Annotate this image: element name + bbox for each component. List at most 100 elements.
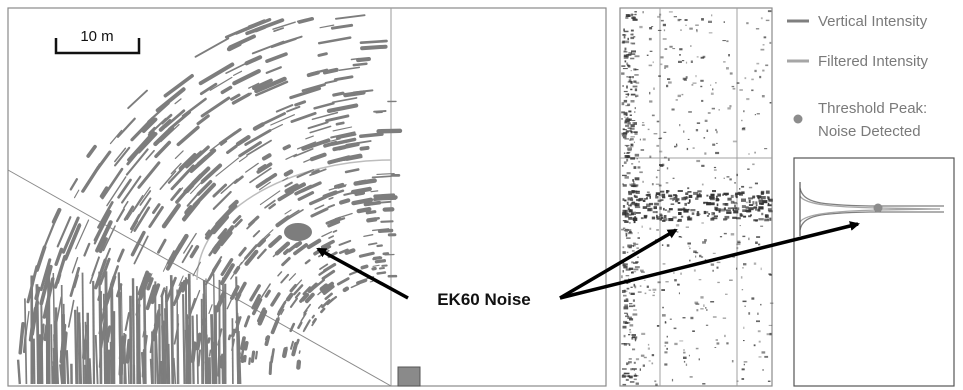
echo-streak: [313, 102, 335, 110]
echogram-speck: [725, 209, 731, 212]
echogram-speck: [731, 207, 738, 210]
echogram-speck: [632, 313, 638, 316]
echogram-speck: [715, 82, 717, 84]
echo-streak: [363, 234, 374, 238]
echogram-speck: [623, 265, 628, 269]
echo-streak: [115, 208, 126, 223]
echo-streak: [323, 262, 337, 273]
echo-streak: [264, 336, 267, 341]
echogram-speck: [629, 138, 634, 141]
echogram-speck: [716, 142, 718, 144]
echogram-speck: [633, 220, 636, 224]
echogram-speck: [623, 129, 627, 131]
echogram-speck: [626, 152, 630, 154]
echogram-speck: [626, 85, 628, 89]
echogram-speck: [662, 263, 666, 265]
echo-streak: [337, 146, 347, 151]
echogram-speck: [758, 356, 762, 358]
echogram-speck: [762, 200, 768, 204]
echogram-speck: [753, 219, 758, 222]
echogram-speck: [631, 183, 636, 185]
echogram-speck: [627, 375, 631, 378]
echogram-speck: [629, 303, 633, 305]
echogram-speck: [736, 217, 741, 220]
echogram-speck: [629, 331, 632, 334]
echo-streak: [317, 36, 352, 45]
echogram-speck: [621, 135, 627, 137]
echogram-speck: [715, 128, 717, 131]
echogram-speck: [661, 193, 666, 197]
echo-streak: [317, 303, 323, 309]
echogram-speck: [624, 40, 630, 44]
echogram-speck: [673, 327, 677, 330]
echogram-speck: [734, 182, 736, 184]
echogram-speck: [629, 305, 634, 308]
echo-streak: [372, 228, 390, 232]
echo-streak: [211, 256, 223, 272]
echogram-speck: [625, 130, 629, 133]
echogram-speck: [669, 197, 674, 200]
echogram-speck: [752, 163, 755, 166]
sonar-panel: 10 m: [7, 7, 607, 387]
echo-streak: [309, 68, 329, 75]
echo-streak: [334, 182, 345, 189]
echo-streak: [297, 16, 315, 24]
echogram-speck: [628, 110, 632, 113]
echo-streak: [259, 190, 281, 206]
echogram-speck: [745, 201, 748, 204]
echogram-speck: [628, 229, 632, 231]
echo-streak: [238, 141, 262, 158]
echogram-speck: [704, 119, 708, 122]
echogram-speck: [662, 314, 666, 317]
echogram-speck: [635, 190, 640, 194]
echogram-speck: [703, 304, 705, 307]
echo-streak: [209, 76, 233, 91]
echo-streak: [358, 251, 375, 258]
echo-streak: [277, 189, 294, 202]
echogram-speck: [723, 177, 725, 179]
seabed-return: [47, 274, 51, 385]
echogram-speck: [685, 363, 688, 366]
echo-streak: [199, 82, 218, 96]
echogram-speck: [756, 62, 760, 65]
echogram-speck: [682, 77, 687, 80]
echo-streak: [39, 258, 52, 292]
echogram-speck: [630, 57, 635, 60]
echo-streak: [162, 256, 171, 272]
scale-bar: 10 m: [54, 28, 141, 55]
echogram-speck: [623, 30, 629, 33]
echogram-speck: [629, 129, 633, 132]
echogram-speck: [718, 109, 720, 111]
echogram-speck: [743, 110, 745, 113]
echogram-speck: [753, 206, 758, 209]
echogram-speck: [632, 85, 638, 88]
echogram-speck: [711, 212, 715, 216]
echogram-speck: [751, 89, 754, 92]
echogram-speck: [732, 256, 735, 258]
echo-streak: [321, 231, 333, 238]
echo-streak: [294, 241, 303, 248]
echo-streak: [73, 189, 80, 199]
echogram-speck: [656, 211, 658, 214]
echogram-speck: [622, 368, 627, 370]
echogram-speck: [752, 195, 756, 198]
seabed-return: [88, 358, 92, 385]
echogram-speck: [688, 215, 690, 220]
echo-streak: [304, 292, 315, 304]
echogram-speck: [622, 205, 626, 208]
echogram-speck: [633, 184, 639, 187]
echogram-speck: [684, 19, 688, 21]
echo-streak: [331, 97, 358, 104]
echogram-speck: [631, 14, 635, 16]
echogram-speck: [657, 29, 662, 31]
echogram-speck: [703, 201, 709, 204]
echogram-speck: [642, 206, 648, 209]
echogram-speck: [622, 165, 624, 167]
echogram-speck: [743, 361, 748, 363]
echo-streak: [181, 244, 194, 264]
echogram-speck: [624, 321, 629, 324]
echogram-speck: [722, 40, 726, 42]
echo-streak: [259, 229, 274, 243]
echo-streak: [130, 230, 146, 257]
echogram-speck: [630, 198, 634, 201]
